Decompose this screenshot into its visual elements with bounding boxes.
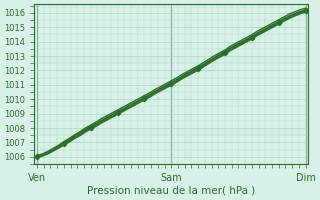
X-axis label: Pression niveau de la mer( hPa ): Pression niveau de la mer( hPa ) (87, 186, 255, 196)
